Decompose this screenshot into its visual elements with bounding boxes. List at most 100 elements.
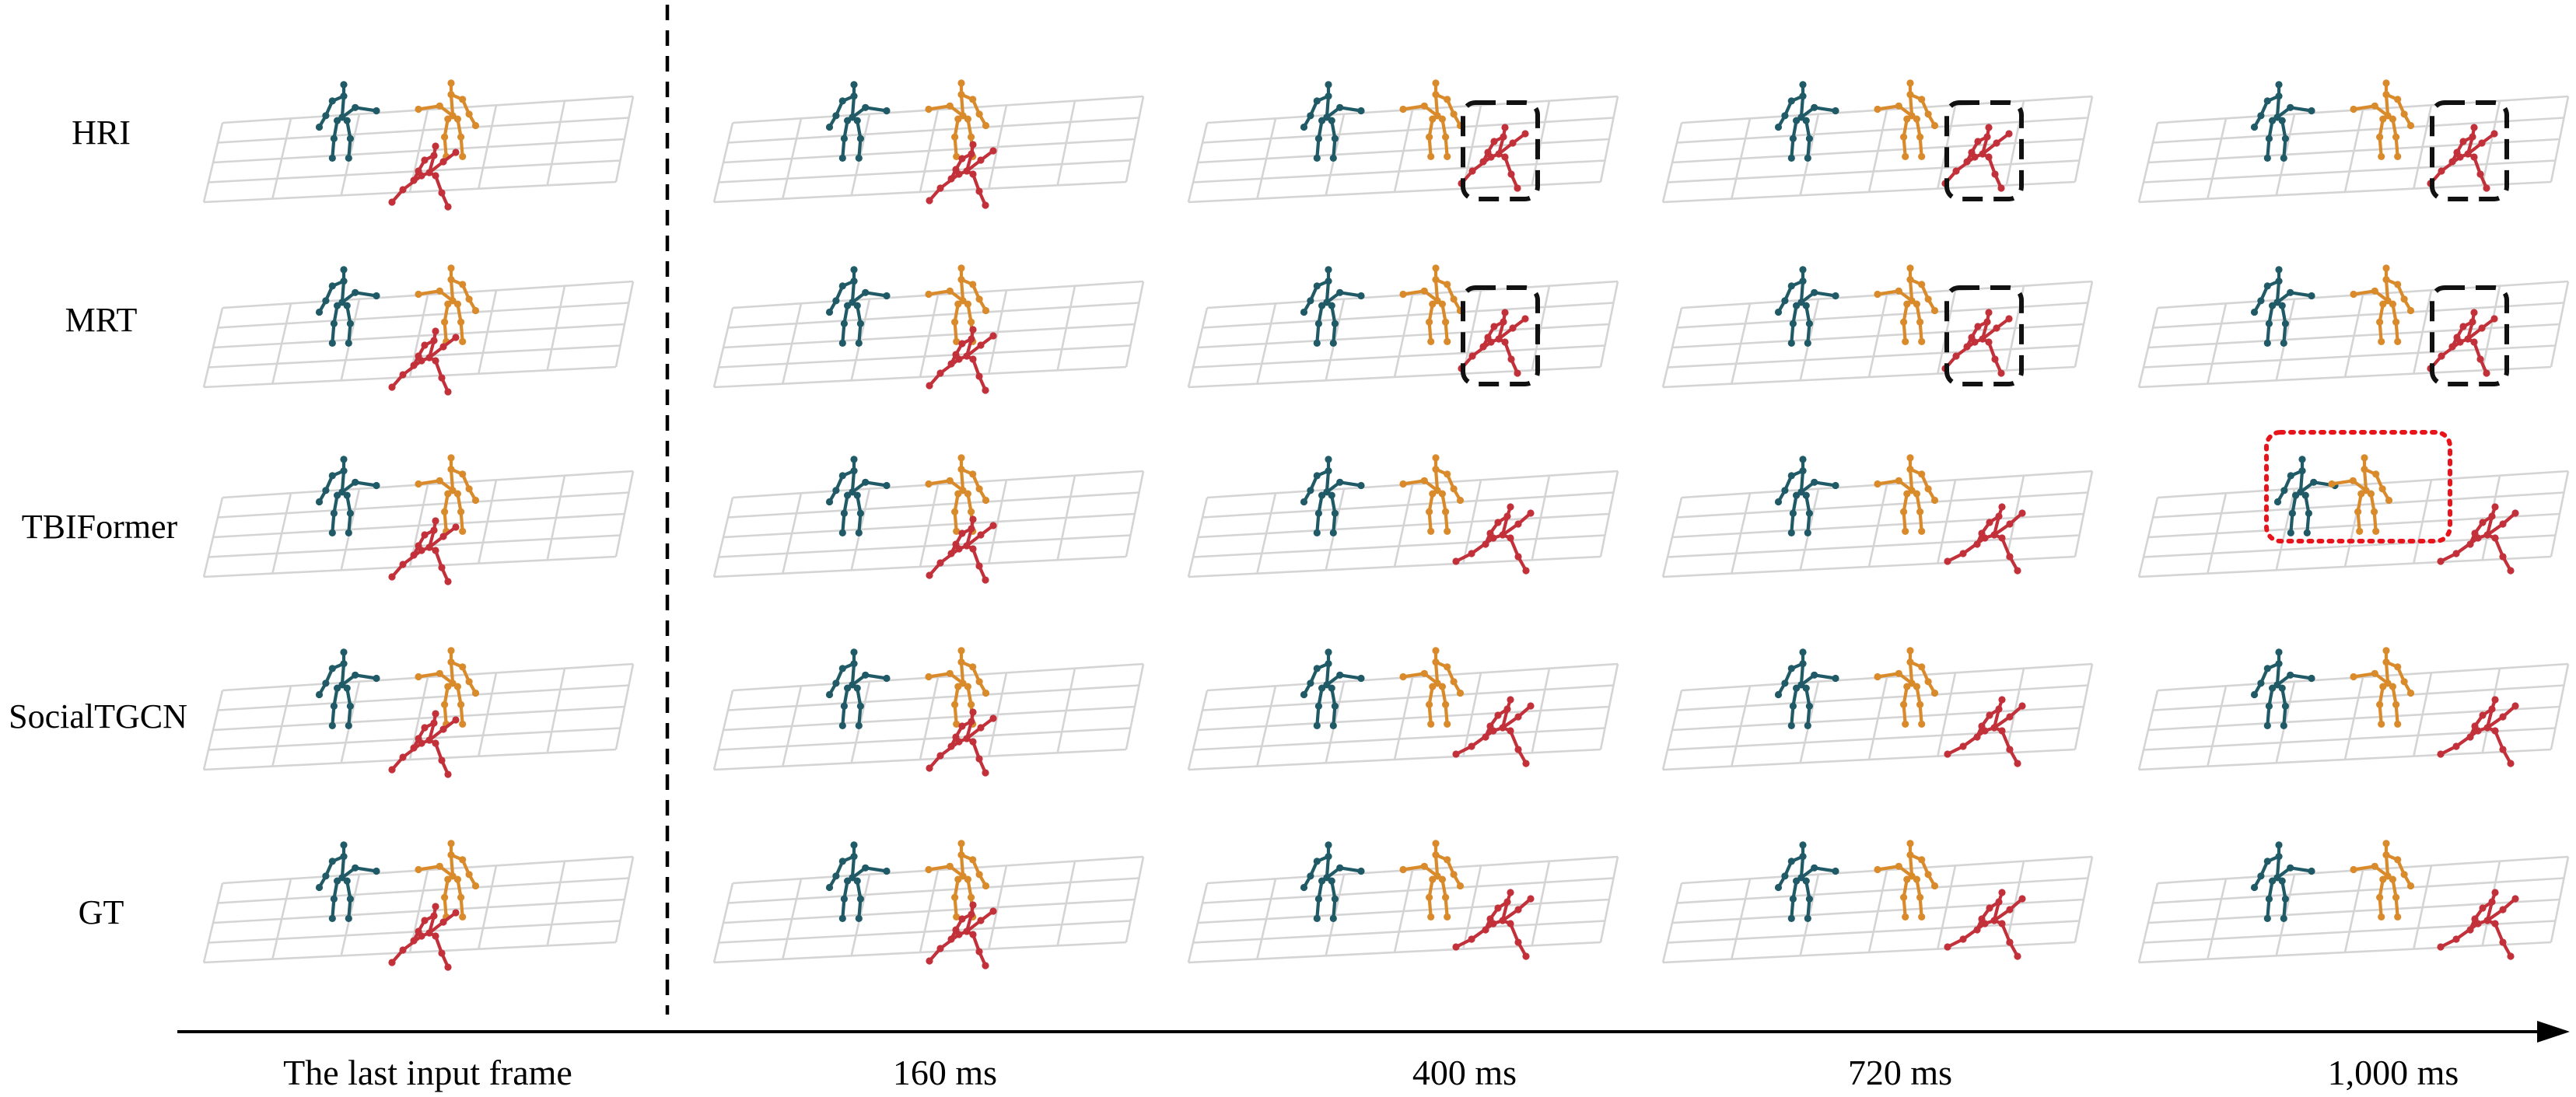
skeleton-red xyxy=(1452,696,1535,767)
row-label-tbiformer: TBIFormer xyxy=(22,508,178,546)
skeleton-orange xyxy=(925,264,990,345)
skeleton-orange xyxy=(415,840,480,921)
pose-cell xyxy=(712,840,1145,969)
skeleton-red xyxy=(388,710,460,778)
skeleton-teal xyxy=(1300,266,1365,347)
skeleton-teal xyxy=(1774,81,1839,162)
pose-cell xyxy=(2137,79,2570,204)
floor-grid xyxy=(2137,855,2570,964)
skeleton-orange xyxy=(1874,454,1939,536)
skeleton-orange xyxy=(415,454,480,536)
skeleton-red xyxy=(388,142,460,211)
skeleton-orange xyxy=(415,79,480,160)
row-label-mrt: MRT xyxy=(65,301,138,339)
pose-cell xyxy=(2137,264,2570,389)
skeleton-orange xyxy=(1874,264,1939,345)
pose-cell xyxy=(712,647,1145,777)
skeleton-teal xyxy=(1300,456,1365,537)
time-label-last-input: The last input frame xyxy=(283,1053,572,1092)
skeleton-red xyxy=(1458,124,1529,192)
skeleton-teal xyxy=(315,456,380,537)
skeleton-teal xyxy=(315,81,380,162)
floor-grid xyxy=(712,95,1145,204)
pose-cell xyxy=(1187,79,1619,204)
row-label-gt: GT xyxy=(79,893,124,931)
pose-cell xyxy=(1187,454,1619,578)
floor-grid xyxy=(1187,662,1619,771)
skeleton-orange xyxy=(1399,647,1465,728)
pose-cell xyxy=(1187,264,1619,389)
floor-grid xyxy=(712,662,1145,771)
floor-grid xyxy=(2137,280,2570,389)
skeleton-orange xyxy=(1874,79,1939,160)
floor-grid xyxy=(202,280,635,389)
skeleton-red xyxy=(1452,503,1535,575)
pose-cell xyxy=(712,79,1145,209)
pose-cell xyxy=(712,264,1145,394)
skeleton-red xyxy=(388,327,460,396)
skeleton-red xyxy=(2427,124,2498,192)
skeleton-teal xyxy=(1774,266,1839,347)
skeleton-orange xyxy=(415,264,480,345)
pose-cell xyxy=(202,454,635,585)
floor-grid xyxy=(2137,95,2570,204)
floor-grid xyxy=(1187,280,1619,389)
floor-grid xyxy=(1187,95,1619,204)
failure-highlight-box xyxy=(1461,285,1540,386)
skeleton-teal xyxy=(1300,841,1365,922)
failure-highlight-box xyxy=(1461,100,1540,201)
skeleton-red xyxy=(1944,889,2026,960)
pose-cell xyxy=(202,79,635,211)
pose-cell xyxy=(1187,840,1619,964)
skeleton-teal xyxy=(2250,841,2315,922)
pose-cell xyxy=(202,840,635,971)
floor-grid xyxy=(1187,470,1619,578)
skeleton-red xyxy=(1944,503,2026,575)
pose-grid xyxy=(202,79,2570,971)
failure-highlight-box xyxy=(1944,100,2024,201)
skeleton-orange xyxy=(925,79,990,160)
floor-grid xyxy=(1187,855,1619,964)
pose-cell xyxy=(1187,647,1619,771)
skeleton-teal xyxy=(2273,456,2339,537)
skeleton-teal xyxy=(2250,81,2315,162)
skeleton-red xyxy=(2437,889,2519,960)
time-axis-arrowhead xyxy=(2537,1021,2570,1043)
skeleton-teal xyxy=(825,81,891,162)
skeleton-orange xyxy=(2350,840,2415,921)
floor-grid xyxy=(202,95,635,204)
skeleton-orange xyxy=(1399,79,1465,160)
skeleton-teal xyxy=(825,648,891,730)
pose-cell xyxy=(1661,454,2094,578)
skeleton-teal xyxy=(825,841,891,922)
skeleton-orange xyxy=(415,647,480,728)
row-label-hri: HRI xyxy=(72,114,131,152)
floor-grid xyxy=(712,470,1145,578)
pose-cell xyxy=(202,647,635,778)
skeleton-orange xyxy=(2350,79,2415,160)
skeleton-teal xyxy=(2250,648,2315,730)
skeleton-teal xyxy=(1300,648,1365,730)
skeleton-teal xyxy=(1774,841,1839,922)
failure-highlight-box xyxy=(2430,285,2509,386)
pose-cell xyxy=(2137,840,2570,964)
pose-cell xyxy=(202,264,635,396)
floor-grid xyxy=(202,855,635,964)
skeleton-teal xyxy=(1300,81,1365,162)
skeleton-red xyxy=(2437,696,2519,767)
skeleton-teal xyxy=(315,841,380,922)
skeleton-orange xyxy=(2350,264,2415,345)
skeleton-orange xyxy=(2350,647,2415,728)
skeleton-orange xyxy=(1874,647,1939,728)
skeleton-orange xyxy=(1399,264,1465,345)
skeleton-teal xyxy=(1774,456,1839,537)
pose-cell xyxy=(2137,430,2570,578)
skeleton-red xyxy=(1452,889,1535,960)
skeleton-red xyxy=(926,708,997,777)
skeleton-red xyxy=(926,515,997,584)
skeleton-red xyxy=(1458,309,1529,377)
skeleton-teal xyxy=(315,266,380,347)
skeleton-teal xyxy=(825,456,891,537)
skeleton-teal xyxy=(315,648,380,730)
skeleton-orange xyxy=(1399,454,1465,536)
